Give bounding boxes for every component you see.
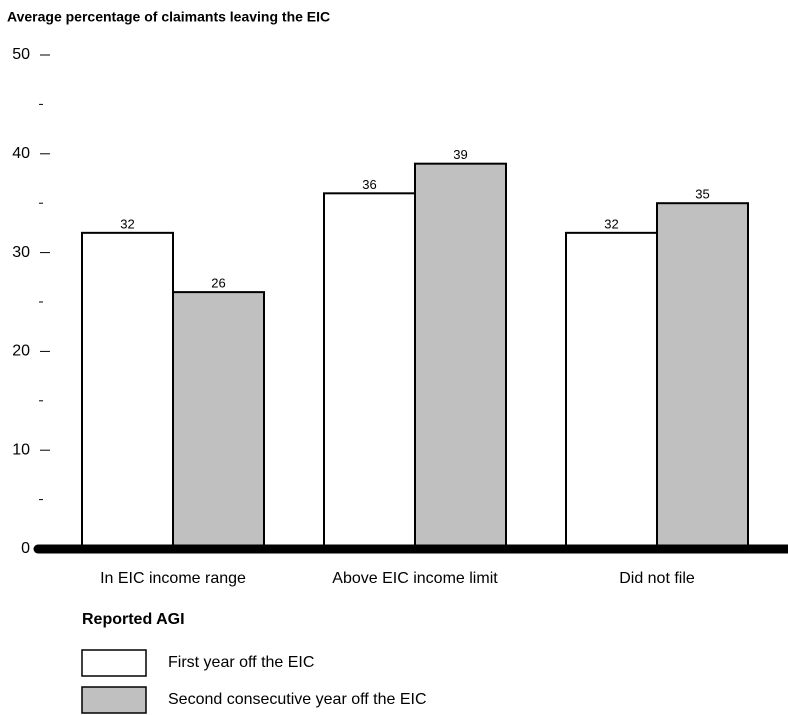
chart-title: Average percentage of claimants leaving … — [7, 9, 330, 25]
x-tick-label: Above EIC income limit — [332, 570, 498, 587]
bar — [172, 291, 265, 550]
value-label: 36 — [362, 177, 376, 192]
x-axis-label: Reported AGI — [82, 611, 185, 628]
bar — [81, 231, 174, 550]
legend-label: First year off the EIC — [168, 654, 314, 671]
y-tick-label: 50 — [12, 46, 30, 63]
bar — [414, 162, 507, 550]
y-tick-label: 40 — [12, 145, 30, 162]
value-label: 26 — [211, 276, 225, 291]
x-tick-label: Did not file — [619, 570, 695, 587]
legend-swatch — [81, 649, 147, 677]
y-tick-label: 0 — [21, 540, 30, 557]
bar — [656, 202, 749, 550]
value-label: 39 — [453, 147, 467, 162]
bar — [565, 231, 658, 550]
value-label: 32 — [120, 216, 134, 231]
y-tick-label: 10 — [12, 441, 30, 458]
legend-label: Second consecutive year off the EIC — [168, 691, 427, 708]
value-label: 35 — [695, 187, 709, 202]
legend-swatch — [81, 686, 147, 714]
bar — [323, 192, 416, 550]
y-tick-label: 20 — [12, 343, 30, 360]
value-label: 32 — [604, 216, 618, 231]
y-tick-label: 30 — [12, 244, 30, 261]
x-tick-label: In EIC income range — [100, 570, 246, 587]
